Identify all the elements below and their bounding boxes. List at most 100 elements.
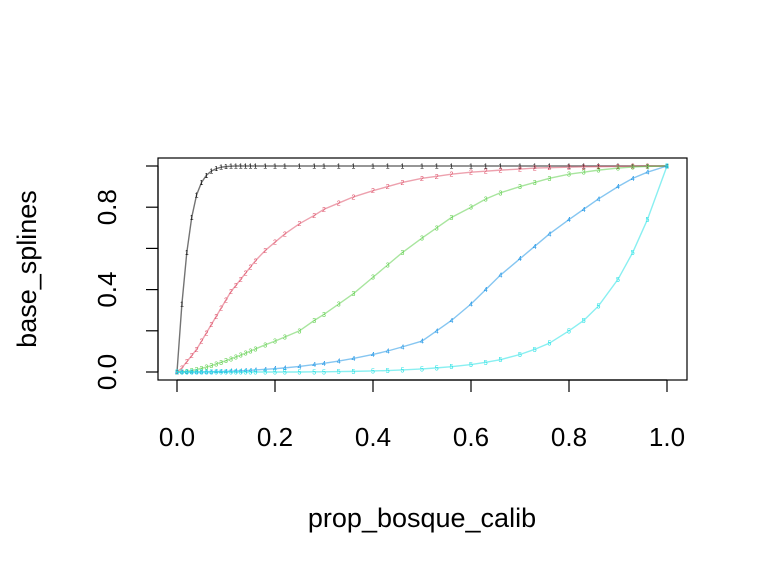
series-5-point: 5 <box>616 277 620 284</box>
series-4-point: 4 <box>435 328 439 335</box>
series-5-point: 5 <box>224 370 228 377</box>
y-axis-title: base_splines <box>12 190 42 348</box>
series-4-point: 4 <box>645 170 649 177</box>
series-4-point: 4 <box>596 196 600 203</box>
y-tick-label: 0.4 <box>92 272 122 308</box>
series-5-point: 5 <box>386 368 390 375</box>
series-1-point: 1 <box>185 250 189 257</box>
series-3-point: 3 <box>175 370 179 377</box>
series-3-point: 3 <box>351 291 355 298</box>
series-5-point: 5 <box>298 370 302 377</box>
series-3-point: 3 <box>469 205 473 212</box>
series-2-point: 2 <box>371 188 375 195</box>
series-5-point: 5 <box>469 362 473 369</box>
x-tick-label: 0.4 <box>355 422 391 452</box>
series-3-point: 3 <box>498 190 502 197</box>
x-tick-label: 1.0 <box>649 422 685 452</box>
series-1-point: 1 <box>244 164 248 171</box>
series-1-point: 1 <box>190 215 194 222</box>
series-3-point: 3 <box>209 363 213 370</box>
series-2-point: 2 <box>263 248 267 255</box>
series-4-point: 4 <box>351 356 355 363</box>
series-2-point: 2 <box>234 283 238 290</box>
series-5-point: 5 <box>190 370 194 377</box>
series-5-point: 5 <box>234 370 238 377</box>
series-5-point: 5 <box>312 369 316 376</box>
x-tick-label: 0.0 <box>159 422 195 452</box>
series-3-point: 3 <box>298 328 302 335</box>
series-4-point: 4 <box>180 370 184 377</box>
series-1-point: 1 <box>263 164 267 171</box>
series-3-point: 3 <box>645 164 649 171</box>
series-1-point: 1 <box>175 370 179 377</box>
series-5: 5 5 5 5 5 5 5 5 5 5 5 5 5 5 5 5 5 5 5 5 5 5 5 5 5 5 5 5 5 5 5 5 5 5555555… <box>175 164 669 377</box>
series-1-point: 1 <box>498 164 502 171</box>
series-2-point: 2 <box>229 289 233 296</box>
series-4-point: 4 <box>469 302 473 309</box>
series-3-point: 3 <box>386 262 390 269</box>
series-1-point: 1 <box>214 166 218 173</box>
series-3-point: 3 <box>180 369 184 376</box>
series-3-point: 3 <box>484 196 488 203</box>
series-5-point: 5 <box>435 365 439 372</box>
series-5-point: 5 <box>195 370 199 377</box>
series-4-point: 4 <box>190 370 194 377</box>
series-5-point: 5 <box>582 318 586 325</box>
y-tick-label: 0.8 <box>92 189 122 225</box>
y-axis: 0.0 0.4 0.8 <box>92 165 159 390</box>
series-4-point: 4 <box>200 370 204 377</box>
series-2-point: 2 <box>435 174 439 181</box>
series-3-point: 3 <box>371 275 375 282</box>
series-5-trace <box>177 165 668 373</box>
series-3-point: 3 <box>253 346 257 353</box>
series-3-point: 3 <box>312 318 316 325</box>
series-5-point: 5 <box>180 370 184 377</box>
series-2-point: 2 <box>484 169 488 176</box>
series-3-point: 3 <box>249 348 253 355</box>
x-tick-label: 0.6 <box>453 422 489 452</box>
series-1-point: 1 <box>337 164 341 171</box>
series-2-point: 2 <box>219 306 223 313</box>
series-2-point: 2 <box>195 347 199 354</box>
series-5-point: 5 <box>420 366 424 373</box>
series-4-point: 4 <box>498 273 502 280</box>
series-5-point: 5 <box>337 369 341 376</box>
series-4-point: 4 <box>631 176 635 183</box>
x-axis: 0.0 0.2 0.4 0.6 0.8 1.0 <box>159 379 685 452</box>
series-5-point: 5 <box>175 370 179 377</box>
series-2-point: 2 <box>180 365 184 372</box>
series-5-point: 5 <box>273 370 277 377</box>
series-5-point: 5 <box>567 328 571 335</box>
series-3-point: 3 <box>204 365 208 372</box>
series-1-point: 1 <box>204 173 208 180</box>
series-1-point: 1 <box>239 164 243 171</box>
series-4-point: 4 <box>204 369 208 376</box>
series-3-point: 3 <box>631 165 635 172</box>
series-5-point: 5 <box>371 368 375 375</box>
series-1-trace <box>176 165 667 373</box>
series-3-point: 3 <box>596 168 600 175</box>
series-4-point: 4 <box>185 370 189 377</box>
series-4-point: 4 <box>518 256 522 263</box>
series-1-point: 1 <box>283 164 287 171</box>
series-1-point: 1 <box>200 180 204 187</box>
series-1-point: 1 <box>469 164 473 171</box>
series-5-point: 5 <box>645 217 649 224</box>
series-4-point: 4 <box>175 370 179 377</box>
series-4-point: 4 <box>298 364 302 371</box>
series-2-point: 2 <box>420 176 424 183</box>
series-5-point: 5 <box>351 369 355 376</box>
series-3-point: 3 <box>244 351 248 358</box>
series-3-point: 3 <box>224 358 228 365</box>
series-1-point: 1 <box>420 164 424 171</box>
series-2-point: 2 <box>239 277 243 284</box>
series-5-point: 5 <box>219 370 223 377</box>
series-1-point: 1 <box>449 164 453 171</box>
series-5-point: 5 <box>185 370 189 377</box>
series-3-point: 3 <box>616 166 620 173</box>
series-4-point: 4 <box>547 231 551 238</box>
series-3-point: 3 <box>200 366 204 373</box>
series-3-point: 3 <box>322 312 326 319</box>
series-1-point: 1 <box>249 164 253 171</box>
